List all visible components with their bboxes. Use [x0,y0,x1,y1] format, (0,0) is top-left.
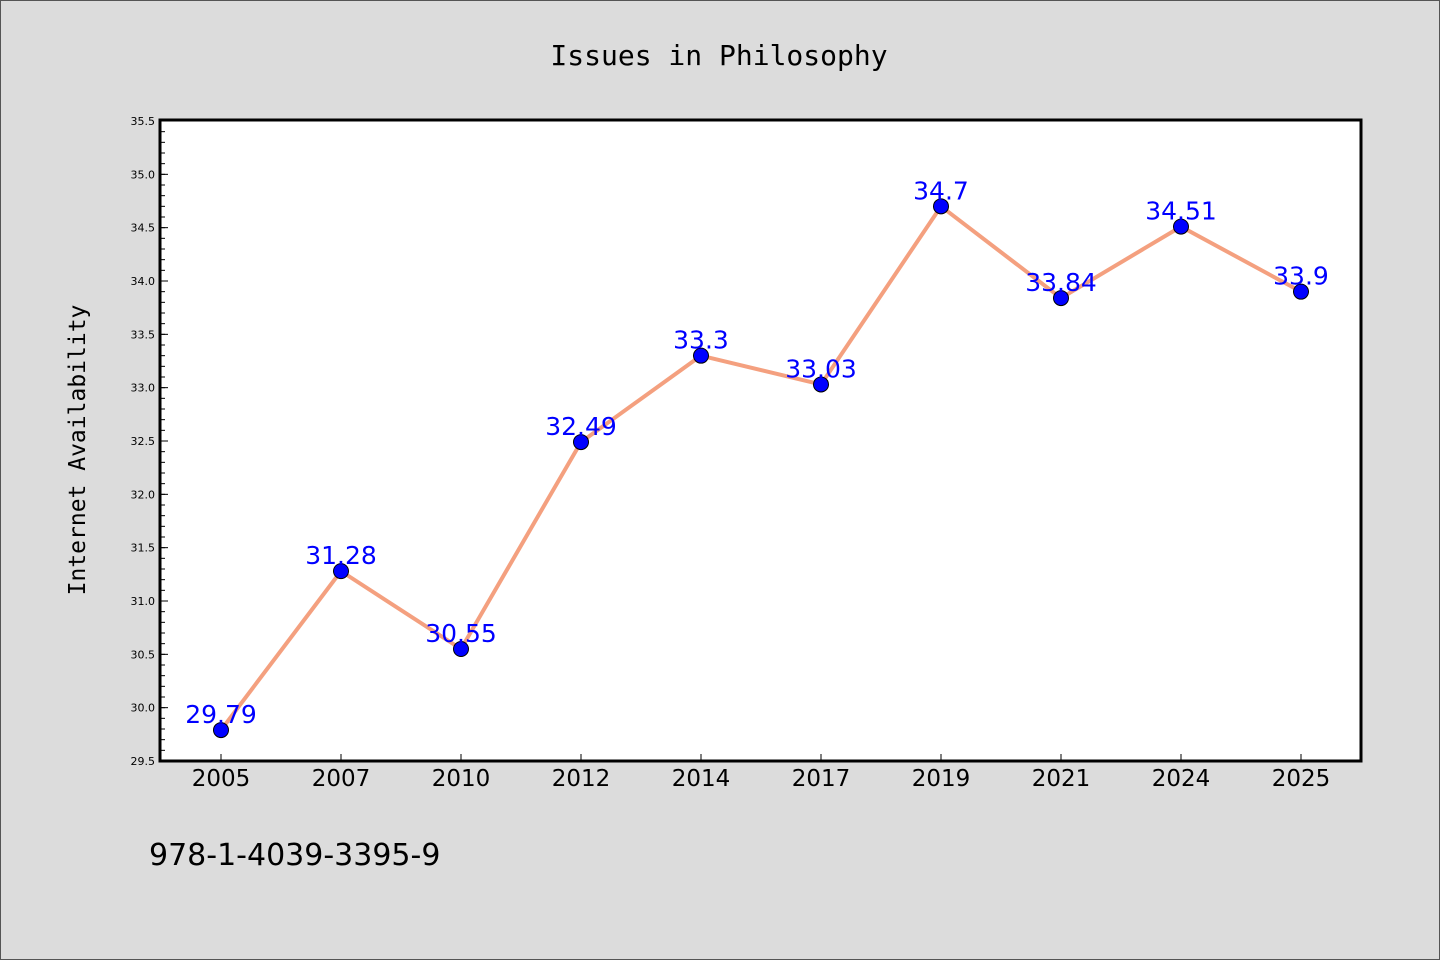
data-point [933,198,949,215]
y-tick-label: 32.5 [131,435,156,448]
y-tick-label: 31.5 [131,542,156,555]
data-label: 31.28 [305,541,377,570]
data-label: 33.03 [785,354,857,383]
data-point [1293,283,1309,300]
y-tick-label: 30.0 [131,702,156,715]
data-label: 34.7 [913,176,969,205]
data-label: 34.51 [1145,197,1217,226]
series-line-layer [219,204,1302,732]
x-tick-label: 2019 [912,766,971,792]
y-tick-label: 35.5 [131,115,156,128]
chart-title: Issues in Philosophy [550,39,887,72]
data-point [1173,218,1189,235]
data-point [1053,290,1069,307]
y-tick-label: 34.0 [131,275,156,288]
x-tick-label: 2017 [792,766,851,792]
data-point [333,563,349,580]
data-label: 29.79 [185,700,257,729]
x-tick-label: 2024 [1152,766,1211,792]
data-point [213,722,229,739]
y-tick-label: 35.0 [131,168,156,181]
x-tick-label: 2007 [312,766,371,792]
y-tick-label: 33.0 [131,382,156,395]
data-point [813,376,829,393]
data-label: 33.84 [1025,268,1097,297]
data-label: 33.3 [673,326,729,355]
y-tick-label: 30.5 [131,648,156,661]
x-tick-label: 2005 [192,766,251,792]
x-tick-label: 2021 [1032,766,1091,792]
y-tick-label: 31.0 [131,595,156,608]
data-labels: 29.79 31.28 30.55 32.49 33.3 33.03 34.7 33.84 34… [185,176,1329,729]
y-tick-label: 29.5 [131,755,156,768]
data-point [573,434,589,451]
axis-ticks: 29.5 30.0 30.5 31.0 31.5 32.0 32.5 33.0 33.5 34.0… [131,115,1331,792]
isbn-text: 978-1-4039-3395-9 [149,838,440,873]
data-point [453,641,469,657]
x-tick-label: 2010 [432,766,491,792]
series-line [219,204,1302,732]
y-tick-label: 33.5 [131,328,156,341]
x-tick-label: 2025 [1272,766,1331,792]
plot-area [158,118,1363,763]
y-tick-label: 32.0 [131,488,156,501]
data-label: 30.55 [425,619,497,648]
y-tick-label: 34.5 [131,222,156,235]
data-label: 33.9 [1273,262,1329,291]
data-point [693,347,709,364]
x-tick-label: 2012 [552,766,611,792]
y-axis-label: Internet Availability [65,305,91,596]
data-points [213,198,1309,739]
data-label: 32.49 [545,412,617,441]
x-tick-label: 2014 [672,766,731,792]
